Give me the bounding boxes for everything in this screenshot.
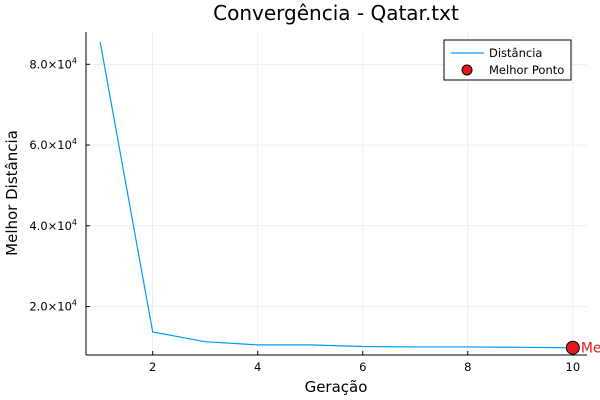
legend: Distância Melhor Ponto — [443, 39, 572, 81]
legend-entry-melhor-ponto: Melhor Ponto — [489, 63, 564, 77]
best-point-marker — [565, 340, 580, 355]
y-axis-ticks: 2.0×104 4.0×104 6.0×104 8.0×104 — [29, 56, 90, 314]
y-tick-label: 2.0×104 — [29, 299, 77, 314]
best-point-annotation: Mel — [581, 341, 600, 357]
x-tick-label: 10 — [566, 360, 581, 374]
y-axis-label: Melhor Distância — [3, 130, 21, 256]
x-tick-label: 2 — [149, 360, 156, 374]
x-tick-label: 6 — [359, 360, 366, 374]
legend-entry-distancia: Distância — [489, 46, 542, 60]
plot-frame — [85, 32, 587, 356]
x-tick-label: 4 — [254, 360, 261, 374]
chart-title: Convergência - Qatar.txt — [213, 1, 459, 25]
y-tick-label: 8.0×104 — [29, 56, 77, 71]
x-axis-label: Geração — [305, 378, 368, 396]
x-axis-ticks: 2 4 6 8 10 — [149, 351, 580, 374]
legend-marker-swatch — [461, 64, 473, 76]
series-layer: Mel — [99, 41, 600, 357]
x-tick-label: 8 — [464, 360, 471, 374]
y-tick-label: 4.0×104 — [29, 218, 77, 233]
y-tick-label: 6.0×104 — [29, 137, 77, 152]
series-line-distancia — [99, 41, 573, 349]
